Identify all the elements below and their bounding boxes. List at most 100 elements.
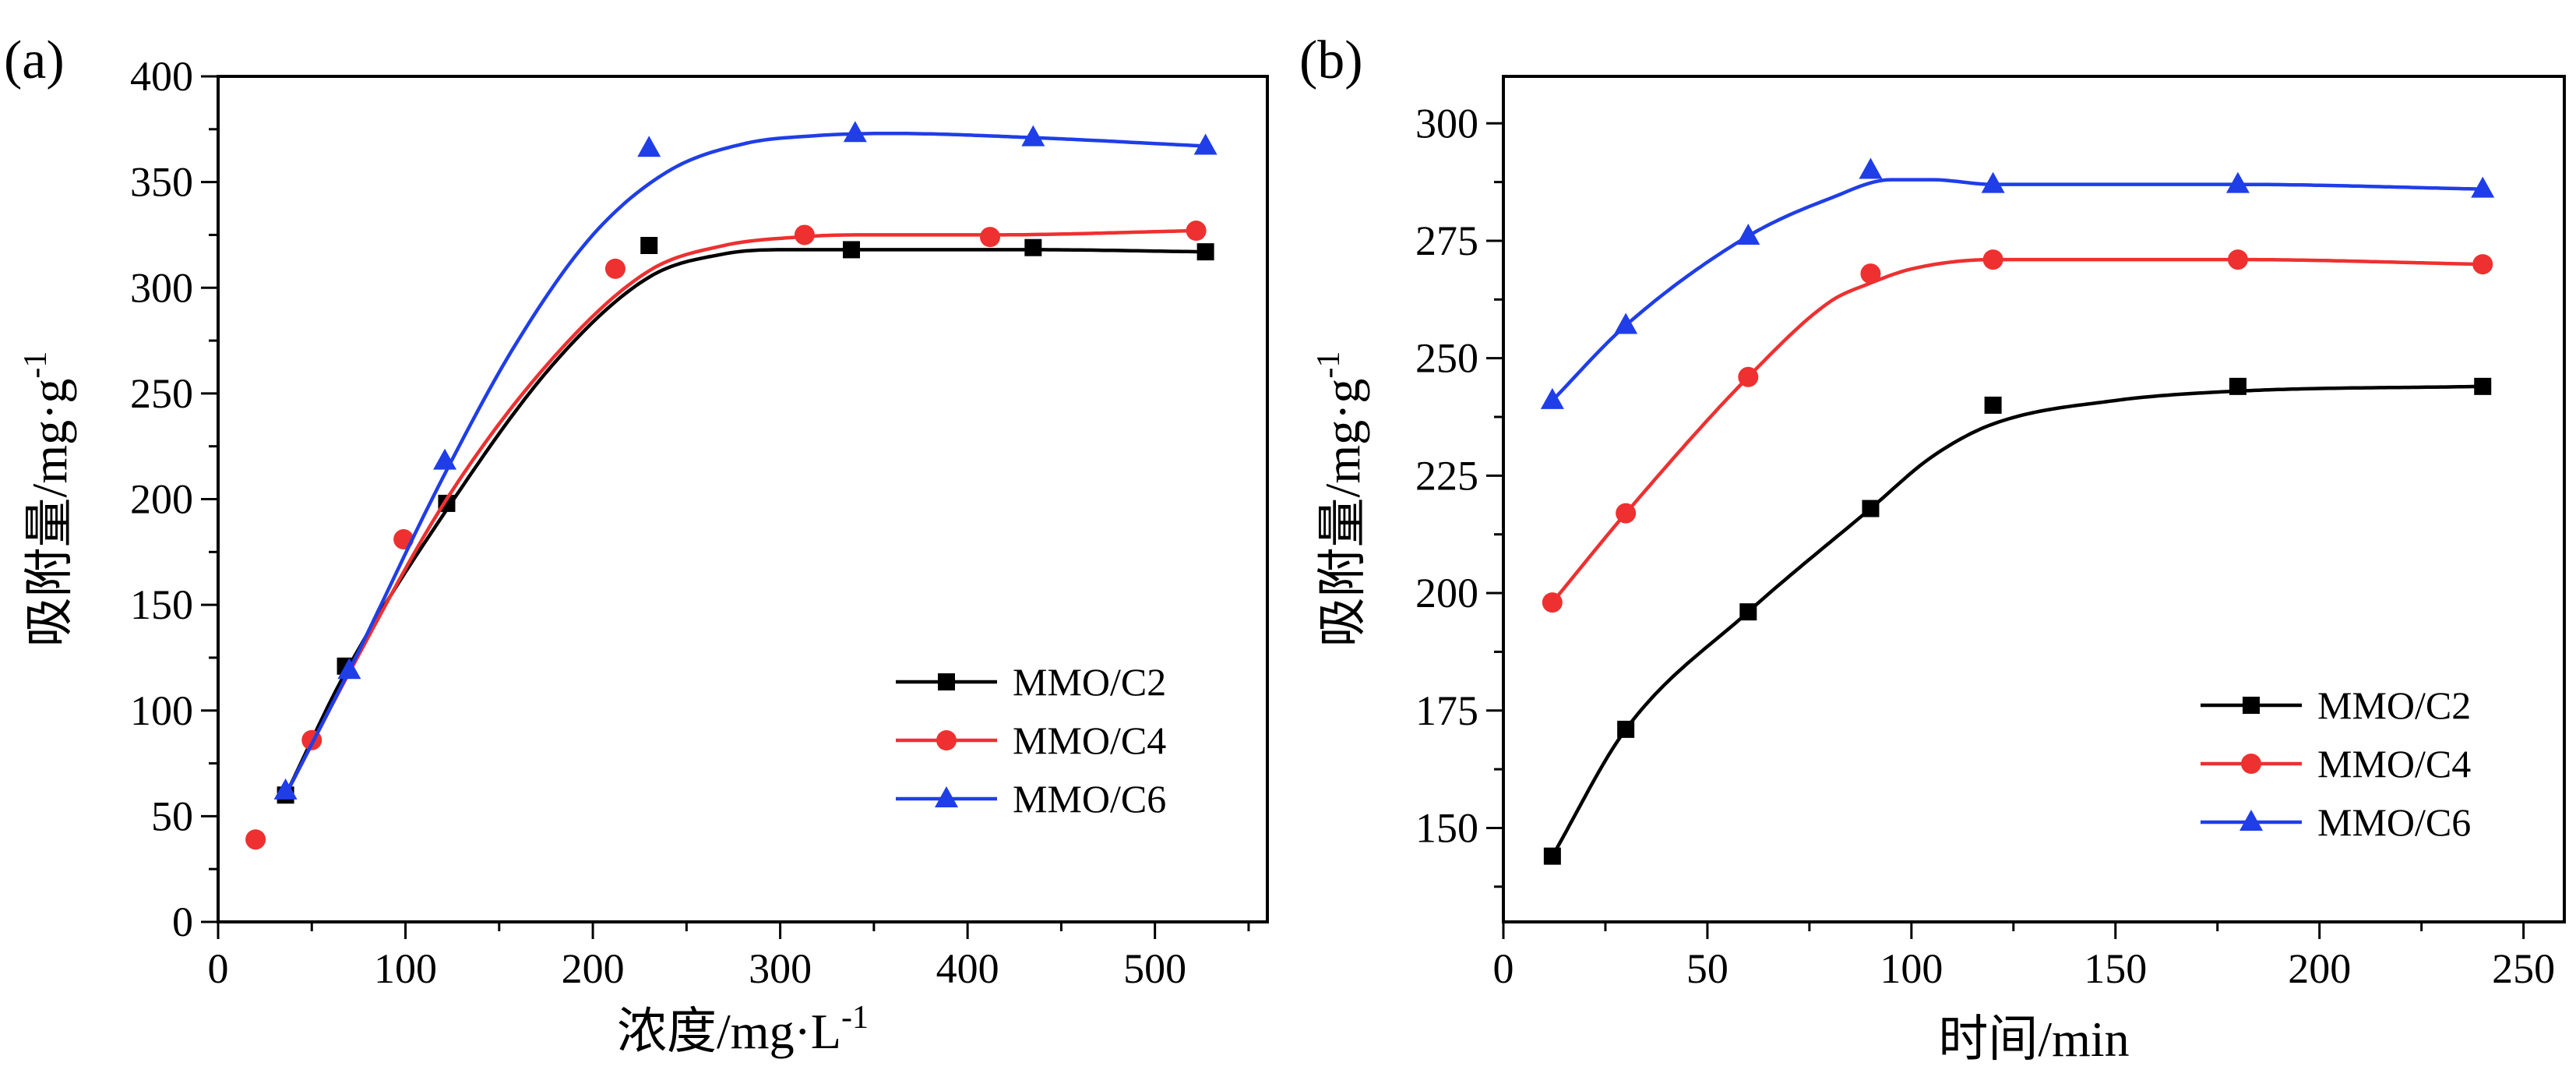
y-tick-label: 250 (130, 370, 193, 417)
series-line (1550, 384, 2483, 857)
y-axis-label-superscript: -1 (18, 351, 54, 379)
data-point (843, 121, 867, 143)
legend-entry: MMO/C6 (2201, 800, 2471, 844)
legend-label: MMO/C4 (1013, 719, 1166, 762)
data-point (2225, 171, 2250, 193)
data-point (1862, 500, 1880, 517)
series-line (284, 248, 1206, 796)
y-tick-label: 200 (130, 476, 193, 523)
series-mmo-c6 (273, 121, 1218, 800)
x-tick-label: 200 (2288, 945, 2351, 992)
y-axis-label: 吸附量/mg·g-1 (18, 351, 77, 648)
series-line (284, 228, 1196, 796)
data-point (1196, 243, 1214, 261)
x-axis-label-superscript: -1 (841, 1000, 869, 1036)
legend-entry: MMO/C2 (2201, 683, 2471, 727)
y-tick-label: 350 (130, 159, 193, 206)
legend-marker (2243, 697, 2260, 714)
data-point (2472, 254, 2493, 275)
y-axis-label: 吸附量/mg·g-1 (1311, 351, 1370, 648)
x-tick-label: 100 (1880, 945, 1943, 992)
x-tick-label: 300 (749, 945, 812, 992)
data-point (794, 224, 815, 245)
y-tick-label: 150 (1415, 804, 1478, 851)
legend-label: MMO/C6 (1013, 777, 1166, 821)
x-tick-label: 0 (1493, 945, 1514, 992)
y-tick-label: 300 (130, 264, 193, 311)
series-mmo-c6 (1540, 157, 2495, 409)
legend-marker (935, 786, 958, 807)
data-point (1982, 249, 2003, 270)
legend-entry: MMO/C6 (896, 777, 1166, 821)
x-tick-label: 400 (936, 945, 999, 992)
data-point (1542, 592, 1563, 613)
data-point (245, 829, 266, 850)
data-point (1024, 238, 1042, 256)
series-line (284, 131, 1206, 796)
legend-marker (936, 730, 957, 750)
legend-entry: MMO/C4 (2201, 742, 2471, 786)
panel-letter: (b) (1299, 30, 1363, 90)
data-point (1186, 221, 1207, 242)
data-point (843, 241, 861, 259)
x-axis-label: 时间/min (1938, 1012, 2129, 1067)
data-point (1614, 312, 1638, 334)
y-tick-label: 175 (1415, 687, 1478, 734)
plot-frame (1502, 75, 2566, 923)
legend-label: MMO/C2 (1013, 660, 1166, 704)
x-tick-label: 100 (374, 945, 437, 992)
series-line (1551, 257, 2483, 604)
x-tick-label: 250 (2492, 945, 2555, 992)
legend-marker (2241, 754, 2261, 774)
data-point (1981, 171, 2005, 193)
series-line (1551, 178, 2483, 402)
data-point (1859, 157, 1883, 179)
x-tick-label: 150 (2084, 945, 2147, 992)
legend-entry: MMO/C4 (896, 719, 1166, 762)
data-point (1021, 125, 1045, 147)
data-point (2227, 249, 2248, 270)
data-point (604, 258, 625, 279)
data-point (273, 778, 298, 800)
data-point (1193, 133, 1218, 155)
panel-letter: (a) (4, 30, 65, 90)
data-point (2471, 176, 2495, 198)
series-mmo-c4 (1542, 249, 2493, 613)
y-tick-label: 200 (1415, 570, 1478, 616)
data-point (1616, 503, 1637, 524)
legend-marker (938, 673, 955, 690)
data-point (1739, 603, 1757, 621)
data-point (1860, 263, 1881, 284)
x-tick-label: 500 (1123, 945, 1186, 992)
data-point (1984, 396, 2002, 414)
legend-label: MMO/C6 (2317, 800, 2471, 844)
data-point (337, 658, 361, 680)
y-axis-label-superscript: -1 (1311, 351, 1347, 379)
chart-panel-a: 0 100 200 300 400 500 0 50 100 150 200 250 300 350 400… (4, 30, 1269, 1059)
data-point (637, 136, 661, 157)
y-tick-label: 225 (1415, 452, 1478, 499)
y-tick-label: 50 (151, 793, 193, 839)
y-tick-label: 250 (1415, 335, 1478, 382)
x-tick-label: 50 (1686, 945, 1728, 992)
chart-panel-b: 0 50 100 150 200 250 150 175 200 225 250 275 300 (b) 时… (1299, 30, 2566, 1067)
data-point (1738, 366, 1759, 387)
y-tick-label: 275 (1415, 217, 1478, 264)
data-point (2474, 377, 2492, 395)
y-tick-label: 150 (130, 581, 193, 628)
legend-marker (2239, 810, 2263, 831)
legend-entry: MMO/C2 (896, 660, 1166, 704)
data-point (2229, 377, 2247, 395)
x-axis-label: 浓度/mg·L-1 (617, 1000, 869, 1059)
series-mmo-c2 (1543, 377, 2492, 865)
data-point (1617, 720, 1635, 738)
data-point (980, 227, 1001, 248)
data-point (433, 448, 457, 470)
data-point (1540, 387, 1564, 409)
y-tick-label: 400 (130, 53, 193, 100)
x-tick-label: 200 (562, 945, 625, 992)
series-mmo-c2 (277, 237, 1214, 804)
data-point (640, 237, 658, 254)
y-tick-label: 100 (130, 687, 193, 734)
